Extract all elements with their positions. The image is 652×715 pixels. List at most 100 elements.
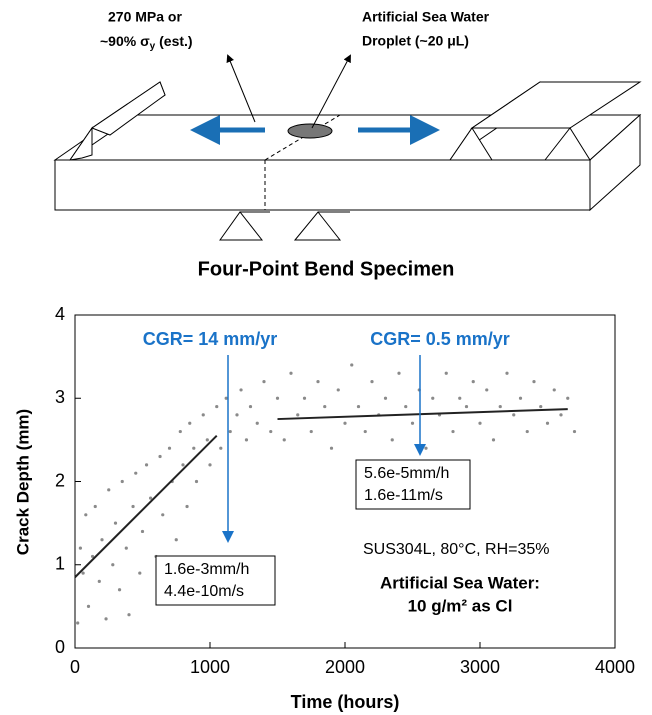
support [68,126,93,161]
data-point [235,413,239,417]
data-point [127,613,131,617]
data-point [100,538,104,542]
text-part: (est.) [155,33,192,49]
fit-line [277,408,568,421]
data-point [289,371,293,375]
data-point [120,479,124,484]
data-point [78,546,82,550]
data-point [539,404,543,409]
data-point [244,438,249,442]
data-point [104,617,108,621]
droplet [287,123,333,139]
data-point [178,429,182,434]
front-face [54,159,591,211]
x-tick-label: 2000 [325,657,365,677]
solution: Artificial Sea Water: [380,573,540,592]
data-point [167,446,172,450]
data-point [431,396,435,400]
data-point [424,446,428,450]
data-point [208,463,212,467]
pointer [226,54,256,123]
cgr-label: CGR= 0.5 mm/yr [370,329,510,349]
roller [293,211,342,241]
y-tick-label: 3 [55,387,65,407]
data-point [316,380,320,384]
text-part: ~90% σ [100,33,150,49]
data-point [205,438,209,442]
subscript: y [150,41,156,52]
data-point [138,571,142,575]
side-face [589,113,641,212]
data-point [149,496,153,500]
y-tick-label: 2 [55,470,65,490]
x-tick-label: 0 [70,657,80,677]
roller [219,211,264,241]
data-point [505,371,509,375]
data-point [93,504,97,509]
x-tick-label: 4000 [595,657,635,677]
data-point [464,404,469,409]
data-point [485,388,489,392]
data-point [134,471,138,475]
x-tick-label: 3000 [460,657,500,677]
data-point [239,388,243,392]
data-point [201,413,205,417]
data-point [282,438,286,442]
data-point [255,421,259,425]
data-point [140,529,145,534]
diagram-title: Four-Point Bend Specimen [198,258,455,280]
data-point [86,604,91,608]
rate-text: 4.4e-10m/s [164,583,244,600]
data-point [111,563,115,567]
rate-box [355,459,471,510]
data-point [228,429,232,434]
data-point [566,396,570,400]
data-point [269,429,273,434]
data-point [131,504,135,509]
pointer [311,54,351,129]
data-point [343,421,347,425]
fit-line [74,435,218,578]
data-point [518,396,523,400]
data-point [113,521,118,525]
data-point [192,446,196,450]
data-point [262,380,266,384]
data-point [491,438,496,442]
support [449,127,493,161]
droplet-label: Artificial Sea Water [362,9,490,25]
y-tick-label: 1 [55,554,65,574]
data-point [397,371,401,375]
y-axis-title: Crack Depth (mm) [13,409,32,555]
data-point [532,380,536,384]
data-point [471,380,475,384]
y-tick-label: 4 [55,304,65,324]
support [470,81,642,129]
support [90,81,166,136]
specimen-diagram [53,54,642,241]
data-point [188,421,192,425]
data-point [248,404,253,409]
data-point [323,404,327,409]
data-point [350,363,354,367]
data-point [309,429,313,434]
data-point [525,429,529,434]
data-point [107,488,111,492]
support [543,127,591,161]
data-point [158,454,162,459]
rate-text: 5.6e-5mm/h [364,465,449,482]
droplet-label: Droplet (~20 μL) [362,33,469,49]
data-point [451,429,455,434]
data-point [97,579,101,584]
x-tick-label: 1000 [190,657,230,677]
data-point [90,554,95,559]
rate-text: 1.6e-3mm/h [164,561,249,578]
data-point [296,413,300,417]
data-point [444,371,448,375]
data-point [224,396,228,400]
data-point [219,446,223,450]
data-point [81,571,85,575]
data-point [370,380,374,384]
x-axis-title: Time (hours) [291,692,400,712]
rate-text: 1.6e-11m/s [364,487,443,504]
